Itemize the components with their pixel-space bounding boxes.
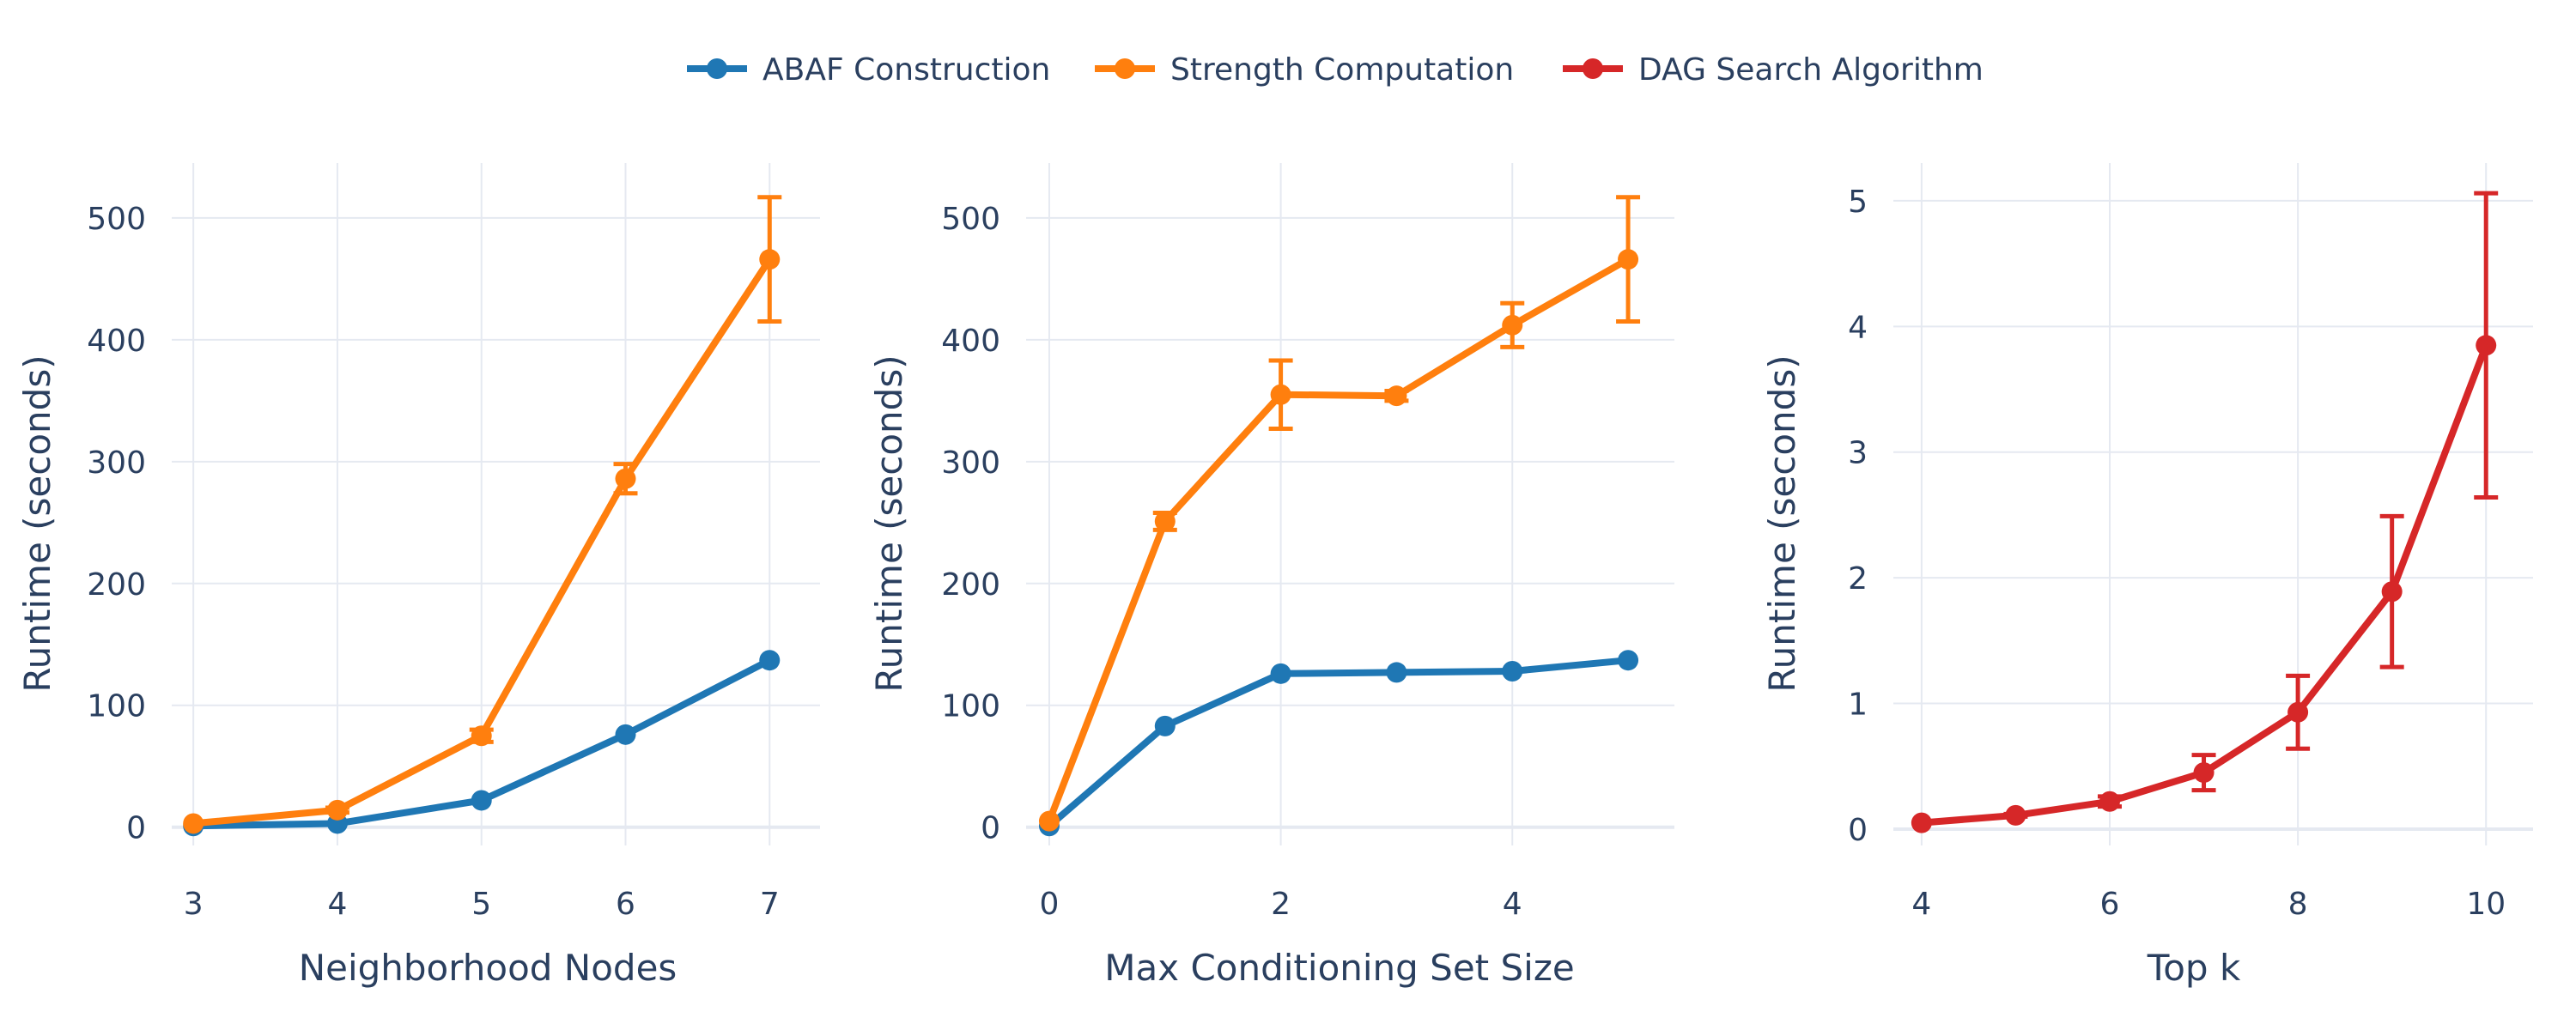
series-strength-computation [1038, 195, 1641, 832]
data-point [1386, 385, 1407, 407]
y-tick-label: 2 [1848, 561, 1868, 597]
legend-item-dag-search-algorithm: DAG Search Algorithm [1563, 52, 1984, 88]
subplot-neighborhood-nodes: 3 4 5 6 7 0 100 200 300 400 500 Neighborhood Nodes R… [16, 163, 820, 989]
gridlines [1026, 163, 1674, 845]
x-tick-label: 0 [1040, 887, 1060, 922]
x-axis-title: Max Conditioning Set Size [1104, 947, 1574, 989]
legend-label: DAG Search Algorithm [1638, 52, 1984, 88]
y-tick-label: 200 [941, 567, 1000, 603]
y-axis-title: Runtime (seconds) [868, 354, 910, 692]
subplot-top-k: 4 6 8 10 0 1 2 3 4 5 Top k Runtime (seconds) [1761, 163, 2533, 989]
data-point [1038, 810, 1060, 832]
data-point [2476, 335, 2497, 356]
x-tick-label: 3 [184, 887, 204, 922]
y-tick-label: 500 [941, 202, 1000, 237]
series-line [1046, 657, 1632, 830]
y-tick-label: 5 [1848, 185, 1868, 220]
data-point [2287, 701, 2309, 723]
data-point [2381, 581, 2403, 603]
x-axis-title: Neighborhood Nodes [299, 947, 677, 989]
series-abaf-construction [1038, 650, 1639, 837]
legend: ABAF Construction Strength Computation DAG… [687, 52, 1984, 88]
data-point [183, 813, 204, 834]
series-dag-search-algorithm [1911, 191, 2499, 833]
data-point [2005, 804, 2026, 826]
x-tick-label: 4 [1503, 887, 1522, 922]
data-point [2099, 791, 2120, 812]
legend-item-abaf-construction: ABAF Construction [687, 52, 1050, 88]
data-point [615, 468, 636, 489]
data-point [1154, 511, 1176, 532]
series-strength-computation [183, 195, 782, 834]
x-tick-label: 7 [760, 887, 780, 922]
y-tick-label: 0 [126, 811, 146, 846]
y-axis-title: Runtime (seconds) [1761, 354, 1803, 692]
x-tick-label: 5 [471, 887, 491, 922]
series-line [1917, 342, 2490, 827]
data-point [1502, 314, 1523, 336]
x-tick-label: 2 [1271, 887, 1291, 922]
data-point [759, 249, 781, 270]
y-tick-label: 300 [941, 445, 1000, 481]
x-tick-label: 4 [1911, 887, 1931, 922]
data-point [1270, 384, 1291, 405]
x-tick-label: 8 [2288, 887, 2308, 922]
y-tick-label: 300 [87, 445, 146, 481]
x-tick-label: 10 [2466, 887, 2506, 922]
y-axis-title: Runtime (seconds) [16, 354, 58, 692]
x-tick-label: 6 [616, 887, 635, 922]
y-tick-label: 100 [941, 689, 1000, 724]
y-tick-label: 3 [1848, 436, 1868, 471]
data-point [615, 724, 636, 745]
data-point [2193, 762, 2215, 784]
data-point [1618, 249, 1639, 270]
data-point [471, 725, 492, 747]
data-point [1911, 812, 1932, 833]
y-tick-label: 400 [87, 324, 146, 359]
y-tick-label: 100 [87, 689, 146, 724]
gridlines [1893, 163, 2533, 845]
data-point [1618, 650, 1639, 671]
x-tick-label: 6 [2100, 887, 2120, 922]
series-line [1046, 256, 1632, 825]
legend-item-strength-computation: Strength Computation [1095, 52, 1514, 88]
legend-swatch-marker [1115, 58, 1135, 79]
y-tick-label: 200 [87, 567, 146, 603]
y-tick-label: 500 [87, 202, 146, 237]
legend-label: ABAF Construction [762, 52, 1050, 88]
legend-swatch-marker [1583, 58, 1603, 79]
legend-swatch-marker [707, 58, 727, 79]
y-tick-label: 4 [1848, 310, 1868, 345]
y-tick-label: 0 [981, 811, 1000, 846]
gridlines [172, 163, 820, 845]
data-point [326, 799, 348, 821]
data-point [759, 650, 781, 671]
x-tick-label: 4 [327, 887, 347, 922]
legend-label: Strength Computation [1170, 52, 1514, 88]
data-point [1270, 663, 1291, 684]
y-tick-label: 400 [941, 324, 1000, 359]
subplot-max-conditioning-set-size: 0 2 4 0 100 200 300 400 500 Max Conditioning Set … [868, 163, 1674, 989]
data-point [471, 790, 492, 811]
y-tick-label: 0 [1848, 813, 1868, 848]
x-axis-title: Top k [2147, 947, 2241, 989]
data-point [1386, 662, 1407, 683]
data-point [1154, 715, 1176, 736]
y-tick-label: 1 [1848, 688, 1868, 723]
data-point [1502, 660, 1523, 682]
